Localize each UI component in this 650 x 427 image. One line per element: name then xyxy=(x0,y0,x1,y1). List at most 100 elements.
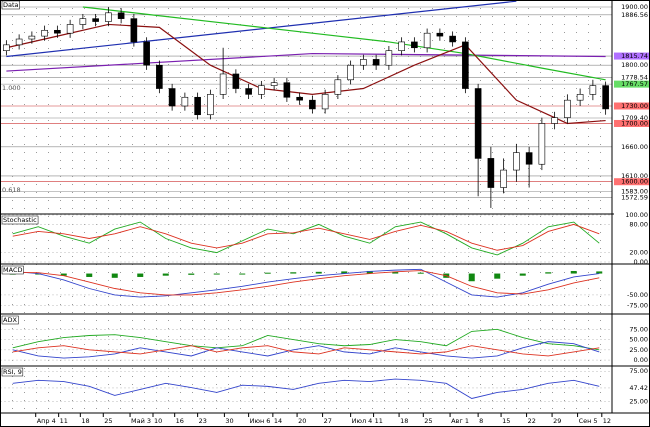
grid-background xyxy=(0,0,612,413)
y-tick-label: 1700.00 xyxy=(621,119,648,127)
candle-body xyxy=(207,94,214,116)
y-tick-label: 0.00 xyxy=(634,356,648,364)
candle-body xyxy=(372,59,380,66)
candle-body xyxy=(462,41,469,89)
price-label-box xyxy=(614,102,649,110)
candle-body xyxy=(181,96,189,107)
y-tick-label: 1600.00 xyxy=(621,178,648,186)
panel-title-box xyxy=(1,265,24,275)
candle-body xyxy=(105,12,112,22)
histogram-bar xyxy=(545,272,552,274)
histogram-bar xyxy=(392,271,399,274)
y-tick-label: 25.00 xyxy=(629,346,648,354)
price-label-box xyxy=(614,211,649,219)
candle-body xyxy=(538,123,546,165)
price-label-box xyxy=(614,143,649,151)
x-tick-label: 16 xyxy=(176,417,184,425)
x-tick-label: 27 xyxy=(324,417,332,425)
candle-body xyxy=(270,82,278,86)
candle-body xyxy=(360,59,367,66)
price-label-box xyxy=(614,52,649,60)
candle-body xyxy=(258,85,265,95)
x-tick-label: 18 xyxy=(81,417,89,425)
histogram-bar xyxy=(213,273,220,275)
x-tick-label: Июн 6 xyxy=(250,417,271,425)
indicator-line xyxy=(12,345,600,357)
price-label-box xyxy=(614,325,649,333)
x-tick-label: 30 xyxy=(225,417,233,425)
histogram-bar xyxy=(596,271,603,274)
x-tick-label: 20 xyxy=(298,417,306,425)
y-tick-label: 1572.59 xyxy=(621,194,648,202)
y-tick-label: 20.00 xyxy=(629,249,648,257)
histogram-bar xyxy=(264,272,271,274)
x-tick-label: Апр 4 xyxy=(37,417,56,425)
histogram-bar xyxy=(111,273,118,278)
candle-body xyxy=(474,88,482,159)
price-label-box xyxy=(614,356,649,364)
candle-body xyxy=(602,85,609,110)
candle-body xyxy=(334,79,342,95)
y-tick-label: -50.00 xyxy=(627,291,648,299)
x-tick-label: 22 xyxy=(528,417,536,425)
panel-title: Stochastic xyxy=(3,216,37,224)
indicator-line xyxy=(12,341,600,359)
price-label-box xyxy=(614,336,649,344)
candle-body xyxy=(513,152,520,171)
panel-title: RSI, 9 xyxy=(3,368,22,376)
histogram-bar xyxy=(494,273,501,279)
x-tick-label: 15 xyxy=(502,417,510,425)
candle-body xyxy=(28,35,36,40)
candle-body xyxy=(436,32,444,37)
candle-body xyxy=(398,41,405,51)
histogram-bar xyxy=(519,273,526,276)
candle-body xyxy=(117,12,125,19)
price-label-box xyxy=(614,119,649,127)
x-tick-label: 18 xyxy=(400,417,408,425)
candle-body xyxy=(156,64,163,89)
candle-body xyxy=(576,94,584,101)
y-tick-label: 1767.57 xyxy=(621,80,648,88)
candle-body xyxy=(3,44,10,51)
candle-body xyxy=(411,41,418,49)
y-tick-label: 25.00 xyxy=(629,398,648,406)
x-tick-label: 11 xyxy=(60,417,68,425)
y-tick-label: 50.00 xyxy=(629,336,648,344)
histogram-bar xyxy=(239,273,246,275)
histogram-bar xyxy=(86,273,93,277)
candle-body xyxy=(245,88,252,95)
histogram-bar xyxy=(341,271,348,274)
indicator-line xyxy=(12,221,600,256)
histogram-bar xyxy=(60,273,67,276)
indicator-line xyxy=(12,270,600,296)
candle-body xyxy=(423,32,431,49)
y-tick-label: 1660.00 xyxy=(621,143,648,151)
candle-body xyxy=(232,73,240,89)
candle-body xyxy=(41,29,48,37)
overlay-line xyxy=(82,6,606,81)
price-label-box xyxy=(614,172,649,180)
candle-body xyxy=(525,152,533,165)
y-tick-label: 1815.74 xyxy=(621,52,648,60)
price-label-box xyxy=(614,178,649,186)
price-label-box xyxy=(614,384,649,392)
price-label-box xyxy=(614,346,649,354)
candle-body xyxy=(309,99,316,110)
x-tick-label: 8 xyxy=(479,417,483,425)
candle-body xyxy=(143,41,150,66)
histogram-bar xyxy=(315,271,322,274)
x-tick-label: 14 xyxy=(274,417,282,425)
y-tick-label: 75.00 xyxy=(629,325,648,333)
y-tick-label: 75.00 xyxy=(629,367,648,375)
histogram-bar xyxy=(468,273,475,282)
y-tick-label: 1778.54 xyxy=(621,74,648,82)
histogram-bar xyxy=(188,273,195,275)
candle-body xyxy=(589,85,597,95)
candle-body xyxy=(194,96,201,116)
panel-title: MACD xyxy=(3,266,22,274)
annotation: 1.000 xyxy=(2,84,21,92)
overlay-line xyxy=(6,0,517,58)
x-tick-label: 23 xyxy=(199,417,207,425)
y-tick-label: 1610.00 xyxy=(621,172,648,180)
